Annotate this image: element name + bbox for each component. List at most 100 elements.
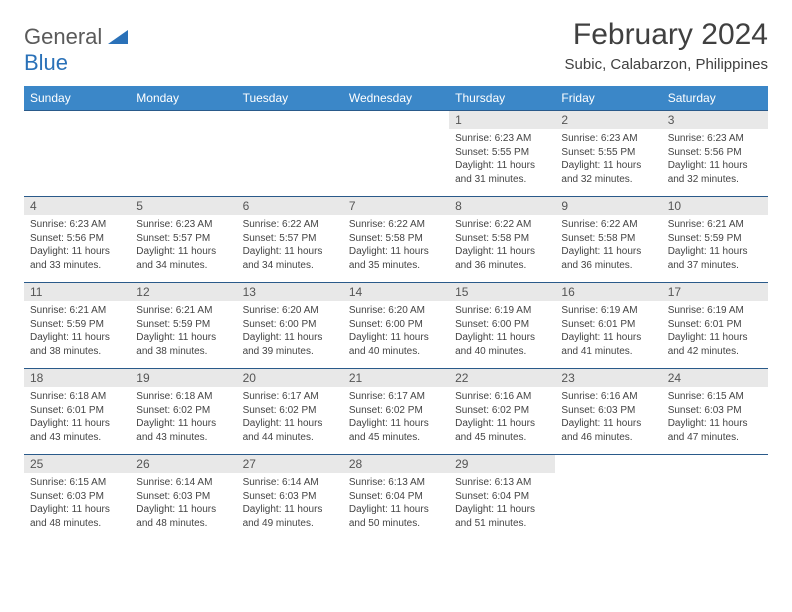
calendar-day-cell: 4Sunrise: 6:23 AMSunset: 5:56 PMDaylight… <box>24 197 130 283</box>
day-details: Sunrise: 6:22 AMSunset: 5:58 PMDaylight:… <box>343 215 449 276</box>
calendar-week-row: 18Sunrise: 6:18 AMSunset: 6:01 PMDayligh… <box>24 369 768 455</box>
weekday-header-cell: Sunday <box>24 86 130 111</box>
day-details: Sunrise: 6:21 AMSunset: 5:59 PMDaylight:… <box>662 215 768 276</box>
calendar-day-cell: 29Sunrise: 6:13 AMSunset: 6:04 PMDayligh… <box>449 455 555 541</box>
weekday-header-cell: Saturday <box>662 86 768 111</box>
calendar-empty-cell <box>237 111 343 197</box>
day-number: 13 <box>237 283 343 301</box>
calendar-empty-cell <box>662 455 768 541</box>
calendar-day-cell: 8Sunrise: 6:22 AMSunset: 5:58 PMDaylight… <box>449 197 555 283</box>
day-number: 15 <box>449 283 555 301</box>
day-details: Sunrise: 6:23 AMSunset: 5:56 PMDaylight:… <box>24 215 130 276</box>
day-details: Sunrise: 6:19 AMSunset: 6:01 PMDaylight:… <box>555 301 661 362</box>
calendar-day-cell: 11Sunrise: 6:21 AMSunset: 5:59 PMDayligh… <box>24 283 130 369</box>
weekday-header-cell: Wednesday <box>343 86 449 111</box>
calendar-empty-cell <box>343 111 449 197</box>
day-number: 18 <box>24 369 130 387</box>
calendar-day-cell: 23Sunrise: 6:16 AMSunset: 6:03 PMDayligh… <box>555 369 661 455</box>
weekday-header-cell: Thursday <box>449 86 555 111</box>
day-number: 10 <box>662 197 768 215</box>
calendar-day-cell: 7Sunrise: 6:22 AMSunset: 5:58 PMDaylight… <box>343 197 449 283</box>
day-number: 4 <box>24 197 130 215</box>
calendar-day-cell: 12Sunrise: 6:21 AMSunset: 5:59 PMDayligh… <box>130 283 236 369</box>
calendar-day-cell: 1Sunrise: 6:23 AMSunset: 5:55 PMDaylight… <box>449 111 555 197</box>
day-details: Sunrise: 6:23 AMSunset: 5:57 PMDaylight:… <box>130 215 236 276</box>
day-details: Sunrise: 6:14 AMSunset: 6:03 PMDaylight:… <box>130 473 236 534</box>
day-details: Sunrise: 6:16 AMSunset: 6:02 PMDaylight:… <box>449 387 555 448</box>
day-details: Sunrise: 6:15 AMSunset: 6:03 PMDaylight:… <box>24 473 130 534</box>
day-number: 9 <box>555 197 661 215</box>
calendar-day-cell: 27Sunrise: 6:14 AMSunset: 6:03 PMDayligh… <box>237 455 343 541</box>
day-details: Sunrise: 6:15 AMSunset: 6:03 PMDaylight:… <box>662 387 768 448</box>
calendar-week-row: 25Sunrise: 6:15 AMSunset: 6:03 PMDayligh… <box>24 455 768 541</box>
day-number: 17 <box>662 283 768 301</box>
calendar-day-cell: 10Sunrise: 6:21 AMSunset: 5:59 PMDayligh… <box>662 197 768 283</box>
calendar-day-cell: 15Sunrise: 6:19 AMSunset: 6:00 PMDayligh… <box>449 283 555 369</box>
calendar-day-cell: 22Sunrise: 6:16 AMSunset: 6:02 PMDayligh… <box>449 369 555 455</box>
day-details: Sunrise: 6:21 AMSunset: 5:59 PMDaylight:… <box>24 301 130 362</box>
weekday-header-cell: Friday <box>555 86 661 111</box>
calendar-day-cell: 14Sunrise: 6:20 AMSunset: 6:00 PMDayligh… <box>343 283 449 369</box>
page-header: General Blue February 2024 Subic, Calaba… <box>24 18 768 76</box>
calendar-weekday-header: SundayMondayTuesdayWednesdayThursdayFrid… <box>24 86 768 111</box>
calendar-week-row: 4Sunrise: 6:23 AMSunset: 5:56 PMDaylight… <box>24 197 768 283</box>
day-number: 23 <box>555 369 661 387</box>
day-details: Sunrise: 6:13 AMSunset: 6:04 PMDaylight:… <box>449 473 555 534</box>
calendar-week-row: 11Sunrise: 6:21 AMSunset: 5:59 PMDayligh… <box>24 283 768 369</box>
day-number: 20 <box>237 369 343 387</box>
day-number: 22 <box>449 369 555 387</box>
calendar-day-cell: 6Sunrise: 6:22 AMSunset: 5:57 PMDaylight… <box>237 197 343 283</box>
weekday-header-cell: Tuesday <box>237 86 343 111</box>
day-number: 25 <box>24 455 130 473</box>
calendar-day-cell: 24Sunrise: 6:15 AMSunset: 6:03 PMDayligh… <box>662 369 768 455</box>
day-number: 28 <box>343 455 449 473</box>
calendar-day-cell: 2Sunrise: 6:23 AMSunset: 5:55 PMDaylight… <box>555 111 661 197</box>
calendar-day-cell: 16Sunrise: 6:19 AMSunset: 6:01 PMDayligh… <box>555 283 661 369</box>
calendar-body: 1Sunrise: 6:23 AMSunset: 5:55 PMDaylight… <box>24 111 768 541</box>
calendar-table: SundayMondayTuesdayWednesdayThursdayFrid… <box>24 86 768 541</box>
calendar-day-cell: 13Sunrise: 6:20 AMSunset: 6:00 PMDayligh… <box>237 283 343 369</box>
day-details: Sunrise: 6:23 AMSunset: 5:55 PMDaylight:… <box>555 129 661 190</box>
day-details: Sunrise: 6:23 AMSunset: 5:56 PMDaylight:… <box>662 129 768 190</box>
calendar-day-cell: 19Sunrise: 6:18 AMSunset: 6:02 PMDayligh… <box>130 369 236 455</box>
calendar-day-cell: 5Sunrise: 6:23 AMSunset: 5:57 PMDaylight… <box>130 197 236 283</box>
calendar-day-cell: 9Sunrise: 6:22 AMSunset: 5:58 PMDaylight… <box>555 197 661 283</box>
calendar-day-cell: 3Sunrise: 6:23 AMSunset: 5:56 PMDaylight… <box>662 111 768 197</box>
logo: General Blue <box>24 18 128 76</box>
day-number: 14 <box>343 283 449 301</box>
logo-text: General Blue <box>24 24 128 76</box>
day-number: 29 <box>449 455 555 473</box>
day-details: Sunrise: 6:18 AMSunset: 6:02 PMDaylight:… <box>130 387 236 448</box>
day-number: 19 <box>130 369 236 387</box>
day-details: Sunrise: 6:22 AMSunset: 5:58 PMDaylight:… <box>449 215 555 276</box>
day-details: Sunrise: 6:13 AMSunset: 6:04 PMDaylight:… <box>343 473 449 534</box>
day-number: 7 <box>343 197 449 215</box>
calendar-empty-cell <box>24 111 130 197</box>
title-block: February 2024 Subic, Calabarzon, Philipp… <box>565 18 768 73</box>
calendar-day-cell: 26Sunrise: 6:14 AMSunset: 6:03 PMDayligh… <box>130 455 236 541</box>
day-number: 1 <box>449 111 555 129</box>
calendar-day-cell: 21Sunrise: 6:17 AMSunset: 6:02 PMDayligh… <box>343 369 449 455</box>
weekday-header-cell: Monday <box>130 86 236 111</box>
day-number: 16 <box>555 283 661 301</box>
day-number: 12 <box>130 283 236 301</box>
calendar-day-cell: 20Sunrise: 6:17 AMSunset: 6:02 PMDayligh… <box>237 369 343 455</box>
day-number: 26 <box>130 455 236 473</box>
day-details: Sunrise: 6:16 AMSunset: 6:03 PMDaylight:… <box>555 387 661 448</box>
day-details: Sunrise: 6:19 AMSunset: 6:00 PMDaylight:… <box>449 301 555 362</box>
day-details: Sunrise: 6:19 AMSunset: 6:01 PMDaylight:… <box>662 301 768 362</box>
logo-text-blue: Blue <box>24 50 68 75</box>
calendar-week-row: 1Sunrise: 6:23 AMSunset: 5:55 PMDaylight… <box>24 111 768 197</box>
day-number: 24 <box>662 369 768 387</box>
day-details: Sunrise: 6:22 AMSunset: 5:58 PMDaylight:… <box>555 215 661 276</box>
day-number: 21 <box>343 369 449 387</box>
day-details: Sunrise: 6:14 AMSunset: 6:03 PMDaylight:… <box>237 473 343 534</box>
location-text: Subic, Calabarzon, Philippines <box>565 56 768 73</box>
day-details: Sunrise: 6:21 AMSunset: 5:59 PMDaylight:… <box>130 301 236 362</box>
day-details: Sunrise: 6:17 AMSunset: 6:02 PMDaylight:… <box>237 387 343 448</box>
day-number: 2 <box>555 111 661 129</box>
day-details: Sunrise: 6:23 AMSunset: 5:55 PMDaylight:… <box>449 129 555 190</box>
calendar-day-cell: 17Sunrise: 6:19 AMSunset: 6:01 PMDayligh… <box>662 283 768 369</box>
day-details: Sunrise: 6:22 AMSunset: 5:57 PMDaylight:… <box>237 215 343 276</box>
calendar-day-cell: 28Sunrise: 6:13 AMSunset: 6:04 PMDayligh… <box>343 455 449 541</box>
